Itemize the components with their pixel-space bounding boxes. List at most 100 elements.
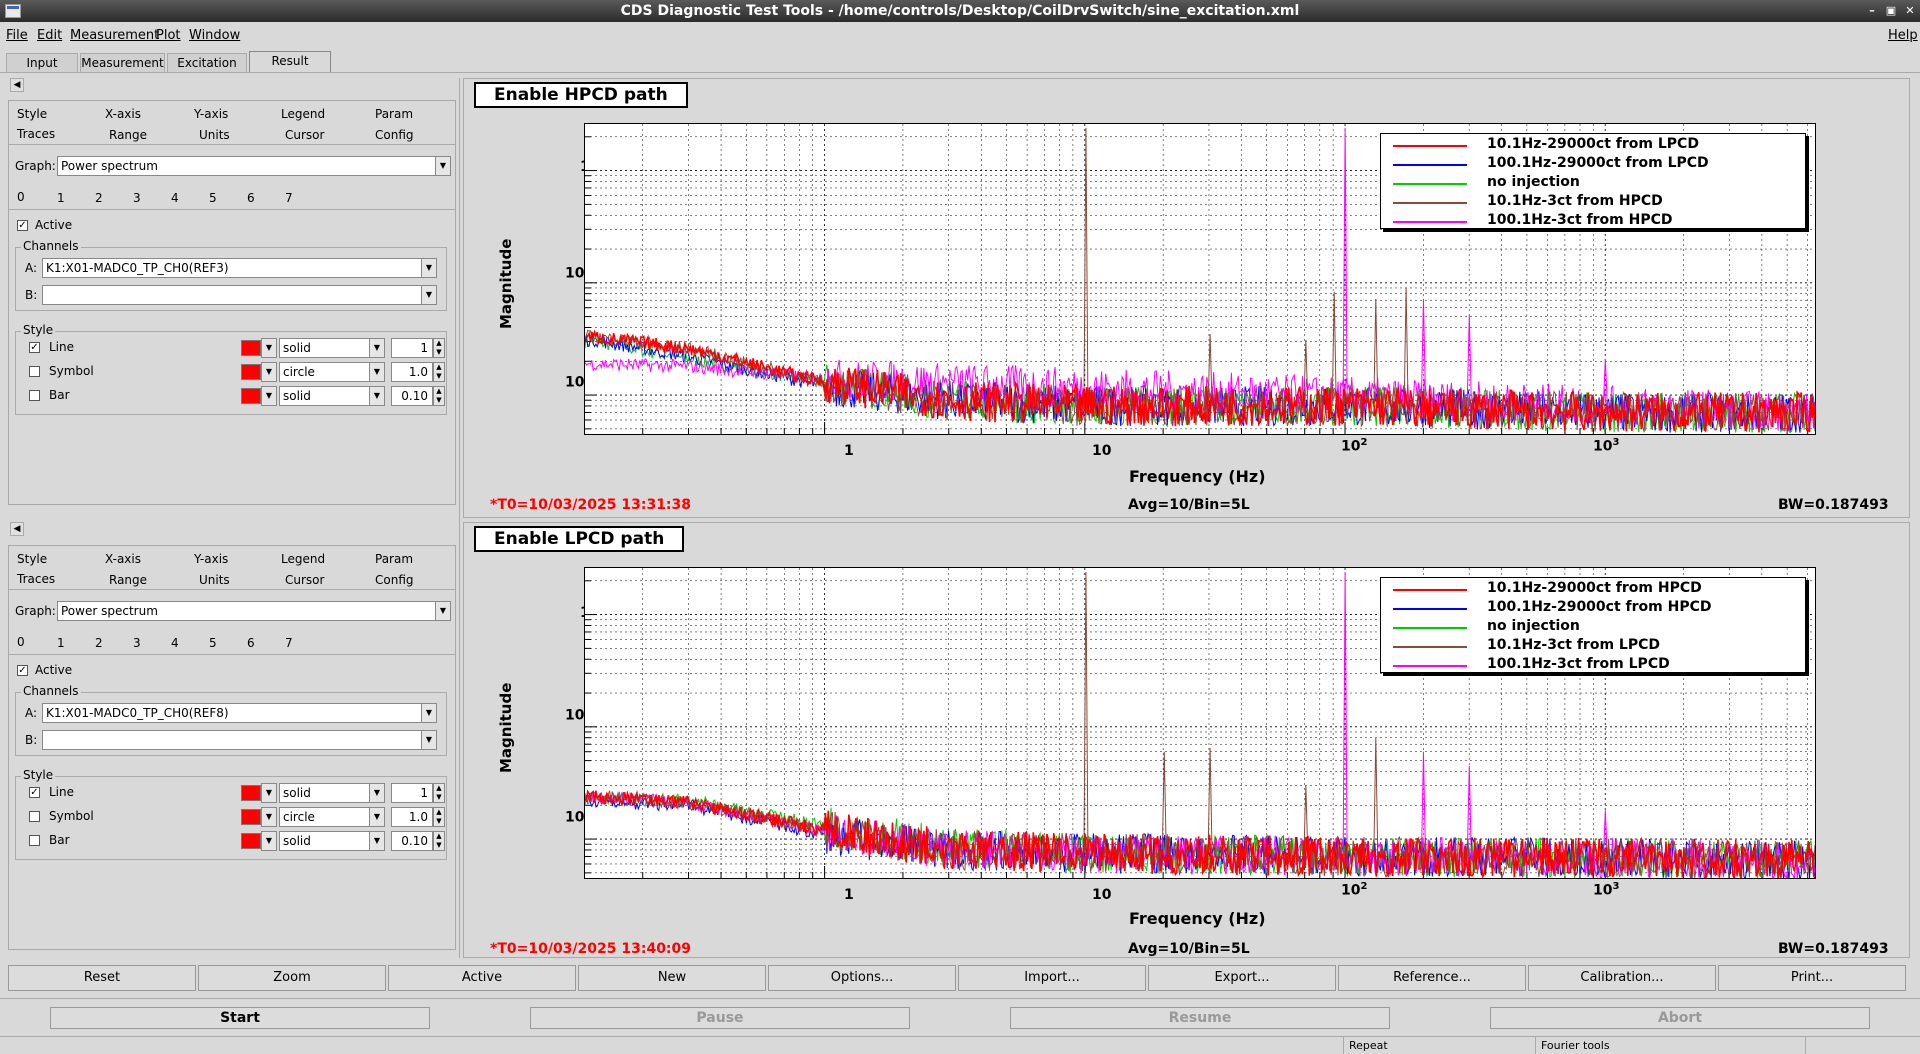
subtab-legend[interactable]: Legend <box>281 552 326 566</box>
menu-edit[interactable]: Edit <box>37 28 63 43</box>
new-button[interactable]: New <box>578 965 766 991</box>
line-checkbox[interactable]: ✓ <box>29 342 40 353</box>
subtab-legend[interactable]: Legend <box>281 107 326 121</box>
reference-button[interactable]: Reference... <box>1338 965 1526 991</box>
active-checkbox[interactable]: ✓ <box>17 665 28 676</box>
chevron-down-icon[interactable]: ▼ <box>435 601 451 621</box>
trace-tab-2[interactable]: 2 <box>95 191 103 205</box>
symbol-checkbox[interactable] <box>29 811 40 822</box>
trace-tab-3[interactable]: 3 <box>133 636 141 650</box>
chevron-down-icon[interactable]: ▼ <box>369 338 385 358</box>
line-width-spinner[interactable]: ▲ ▼ <box>433 338 445 358</box>
menu-plot[interactable]: Plot <box>156 28 181 43</box>
options-button[interactable]: Options... <box>768 965 956 991</box>
chevron-down-icon[interactable]: ▼ <box>261 338 277 358</box>
subtab-traces[interactable]: Traces <box>17 127 56 141</box>
pause-button[interactable]: Pause <box>530 1007 910 1029</box>
chevron-down-icon[interactable]: ▼ <box>261 386 277 406</box>
trace-tab-4[interactable]: 4 <box>171 636 179 650</box>
line-color-swatch[interactable] <box>241 340 261 356</box>
chevron-down-icon[interactable]: ▼ <box>435 156 451 176</box>
trace-tab-5[interactable]: 5 <box>209 191 217 205</box>
subtab-traces[interactable]: Traces <box>17 572 56 586</box>
menu-help[interactable]: Help <box>1888 28 1918 43</box>
trace-tab-6[interactable]: 6 <box>247 191 255 205</box>
graph-type-select[interactable]: Power spectrum <box>57 156 445 176</box>
legend[interactable]: 10.1Hz-29000ct from HPCD 100.1Hz-29000ct… <box>1380 577 1806 673</box>
bar-checkbox[interactable] <box>29 835 40 846</box>
subtab-style[interactable]: Style <box>17 107 48 121</box>
tab-measurement[interactable]: Measurement <box>80 53 165 73</box>
reset-button[interactable]: Reset <box>8 965 196 991</box>
line-width-spinner[interactable]: ▲ ▼ <box>433 783 445 803</box>
symbol-color-swatch[interactable] <box>241 364 261 380</box>
calibration-button[interactable]: Calibration... <box>1528 965 1716 991</box>
chevron-down-icon[interactable]: ▼ <box>421 703 437 723</box>
line-checkbox[interactable]: ✓ <box>29 787 40 798</box>
subtab-units[interactable]: Units <box>199 573 230 587</box>
trace-tab-0[interactable]: 0 <box>17 635 25 649</box>
bar-color-swatch[interactable] <box>241 833 261 849</box>
subtab-x-axis[interactable]: X-axis <box>105 552 141 566</box>
line-width-input[interactable]: 1 <box>391 338 433 358</box>
menu-file[interactable]: File <box>6 28 28 43</box>
trace-tab-7[interactable]: 7 <box>285 636 293 650</box>
subtab-param[interactable]: Param <box>375 107 414 121</box>
chevron-down-icon[interactable]: ▼ <box>261 362 277 382</box>
graph-type-select[interactable]: Power spectrum <box>57 601 445 621</box>
active-button[interactable]: Active <box>388 965 576 991</box>
trace-tab-1[interactable]: 1 <box>57 636 65 650</box>
channel-b-input[interactable] <box>42 285 435 305</box>
chevron-down-icon[interactable]: ▼ <box>369 831 385 851</box>
channel-b-input[interactable] <box>42 730 435 750</box>
bar-type-select[interactable]: solid <box>279 386 377 406</box>
channel-a-input[interactable]: K1:X01-MADC0_TP_CH0(REF3) <box>42 258 435 278</box>
abort-button[interactable]: Abort <box>1490 1007 1870 1029</box>
subtab-config[interactable]: Config <box>375 128 414 142</box>
symbol-size-spinner[interactable]: ▲ ▼ <box>433 362 445 382</box>
trace-tab-0[interactable]: 0 <box>17 190 25 204</box>
minimize-icon[interactable]: – <box>1869 4 1875 17</box>
menu-measurement[interactable]: Measurement <box>70 28 160 43</box>
print-button[interactable]: Print... <box>1718 965 1906 991</box>
subtab-cursor[interactable]: Cursor <box>285 128 325 142</box>
panel-splitter[interactable] <box>459 78 460 958</box>
chevron-down-icon[interactable]: ▼ <box>421 285 437 305</box>
symbol-type-select[interactable]: circle <box>279 807 377 827</box>
chevron-down-icon[interactable]: ▼ <box>421 258 437 278</box>
subtab-config[interactable]: Config <box>375 573 414 587</box>
subtab-y-axis[interactable]: Y-axis <box>194 107 229 121</box>
chevron-down-icon[interactable]: ▼ <box>261 831 277 851</box>
chevron-down-icon[interactable]: ▼ <box>261 783 277 803</box>
line-width-input[interactable]: 1 <box>391 783 433 803</box>
line-color-swatch[interactable] <box>241 785 261 801</box>
bar-width-input[interactable]: 0.10 <box>391 386 433 406</box>
export-button[interactable]: Export... <box>1148 965 1336 991</box>
trace-tab-5[interactable]: 5 <box>209 636 217 650</box>
symbol-size-input[interactable]: 1.0 <box>391 807 433 827</box>
tab-result[interactable]: Result <box>249 51 331 73</box>
tab-excitation[interactable]: Excitation <box>167 53 247 73</box>
symbol-checkbox[interactable] <box>29 366 40 377</box>
subtab-range[interactable]: Range <box>109 128 148 142</box>
tab-input[interactable]: Input <box>6 53 78 73</box>
start-button[interactable]: Start <box>50 1007 430 1029</box>
menu-window[interactable]: Window <box>189 28 241 43</box>
bar-checkbox[interactable] <box>29 390 40 401</box>
subtab-x-axis[interactable]: X-axis <box>105 107 141 121</box>
bar-width-input[interactable]: 0.10 <box>391 831 433 851</box>
chevron-down-icon[interactable]: ▼ <box>261 807 277 827</box>
chevron-down-icon[interactable]: ▼ <box>421 730 437 750</box>
app-icon[interactable] <box>5 4 21 18</box>
trace-tab-6[interactable]: 6 <box>247 636 255 650</box>
zoom-button[interactable]: Zoom <box>198 965 386 991</box>
import-button[interactable]: Import... <box>958 965 1146 991</box>
collapse-left-icon[interactable]: ◀ <box>10 522 24 536</box>
trace-tab-3[interactable]: 3 <box>133 191 141 205</box>
collapse-left-icon[interactable]: ◀ <box>10 78 24 92</box>
symbol-color-swatch[interactable] <box>241 809 261 825</box>
maximize-icon[interactable]: ▣ <box>1885 4 1897 17</box>
legend[interactable]: 10.1Hz-29000ct from LPCD 100.1Hz-29000ct… <box>1380 133 1806 229</box>
subtab-range[interactable]: Range <box>109 573 148 587</box>
bar-width-spinner[interactable]: ▲ ▼ <box>433 831 445 851</box>
